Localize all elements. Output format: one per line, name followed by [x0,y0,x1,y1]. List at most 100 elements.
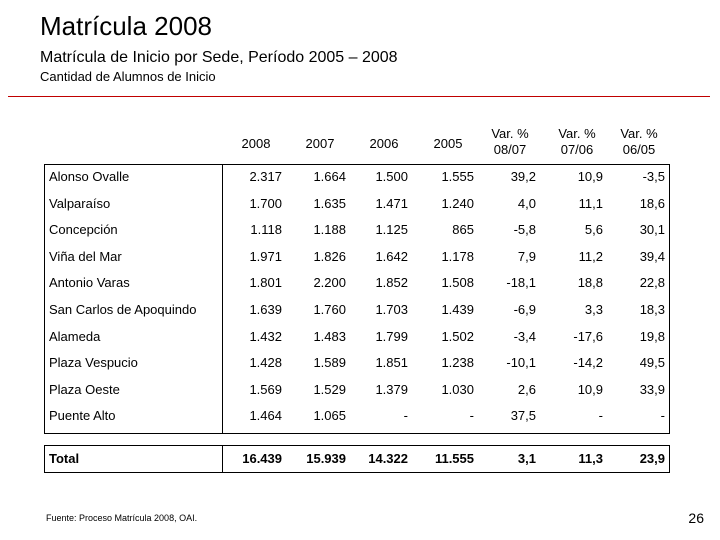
header-var-08-07-line2: 08/07 [493,142,527,157]
header-var-07-06: Var. % 07/06 [545,126,609,158]
table-row: Alameda 1.432 1.483 1.799 1.502 -3,4 -17,6 19,8 [0,324,720,350]
value-2006: 1.852 [375,275,408,291]
table-row: Plaza Oeste 1.569 1.529 1.379 1.030 2,6 10,9 33… [0,377,720,403]
total-var-07-06: 11,3 [578,451,603,466]
var-08-07: 37,5 [510,408,536,424]
value-2006: 1.642 [375,248,408,264]
total-2006: 14.322 [368,451,408,466]
header-var-06-05-line1: Var. % [620,126,658,141]
title-divider [8,96,710,97]
slide-subtitle: Matrícula de Inicio por Sede, Período 20… [40,49,398,66]
table-row: Viña del Mar 1.971 1.826 1.642 1.178 7,9 11,2 3… [0,244,720,270]
var-06-05: - [660,408,665,424]
var-07-06: 11,1 [578,195,603,211]
var-08-07: -10,1 [506,355,536,371]
table-row: Alonso Ovalle 2.317 1.664 1.500 1.555 39,2 10,… [0,164,720,190]
header-var-08-07: Var. % 08/07 [478,126,542,158]
value-2007: 1.589 [313,355,346,371]
var-08-07: 39,2 [510,169,536,184]
var-08-07: -6,9 [513,302,536,317]
value-2008: 1.428 [249,355,282,371]
value-2007: 1.483 [313,328,346,344]
total-name-frame [44,445,224,473]
total-2007: 15.939 [306,451,346,466]
header-var-06-05-line2: 06/05 [622,142,656,157]
value-2008: 1.464 [249,408,282,424]
value-2005: - [469,408,474,424]
value-2005: 1.502 [441,328,474,344]
value-2005: 1.439 [441,302,474,317]
value-2008: 1.700 [249,195,282,211]
value-2005: 1.508 [441,275,474,291]
var-08-07: 2,6 [517,381,536,397]
header-2008: 2008 [241,136,271,151]
var-06-05: 18,3 [639,302,665,317]
value-2008: 2.317 [249,169,282,184]
var-07-06: -17,6 [573,328,603,344]
header-2005: 2005 [433,136,463,151]
source-footnote: Fuente: Proceso Matrícula 2008, OAI. [46,513,198,523]
value-2006: - [403,408,408,424]
value-2005: 1.240 [441,195,474,211]
total-var-06-05: 23,9 [639,451,665,466]
header-var-06-05: Var. % 06/05 [607,126,671,158]
var-08-07: 7,9 [517,248,536,264]
var-06-05: 30,1 [639,222,665,238]
value-2007: 1.760 [313,302,346,317]
value-2008: 1.639 [249,302,282,317]
total-var-08-07: 3,1 [517,451,536,466]
value-2008: 1.801 [249,275,282,291]
var-06-05: 19,8 [639,328,665,344]
var-07-06: - [598,408,603,424]
value-2006: 1.799 [375,328,408,344]
table-row: San Carlos de Apoquindo 1.639 1.760 1.703 1.… [0,297,720,323]
total-row: Total 16.439 15.939 14.322 11.555 3,1 11… [0,446,720,472]
header-2007: 2007 [305,136,335,151]
total-values-frame [222,445,670,473]
value-2006: 1.125 [375,222,408,238]
value-2006: 1.379 [375,381,408,397]
campus-name: Alonso Ovalle [49,169,130,184]
var-08-07: -18,1 [506,275,536,291]
value-2007: 1.635 [313,195,346,211]
campus-name: San Carlos de Apoquindo [49,302,197,317]
value-2007: 1.188 [313,222,346,238]
value-2007: 1.826 [313,248,346,264]
value-2006: 1.500 [375,169,408,184]
var-06-05: 49,5 [639,355,665,371]
value-2006: 1.471 [375,195,408,211]
value-2005: 865 [452,222,474,238]
value-2005: 1.555 [441,169,474,184]
value-2007: 1.529 [313,381,346,397]
var-07-06: 10,9 [577,169,603,184]
value-2008: 1.569 [249,381,282,397]
var-06-05: 39,4 [639,248,665,264]
campus-name: Concepción [49,222,118,238]
var-06-05: 18,6 [639,195,665,211]
var-07-06: 3,3 [584,302,603,317]
var-06-05: 22,8 [639,275,665,291]
total-label: Total [49,451,80,466]
var-08-07: -5,8 [513,222,536,238]
names-frame [44,164,224,434]
value-2008: 1.118 [250,222,282,238]
header-2006: 2006 [369,136,399,151]
var-07-06: 11,2 [578,248,603,264]
var-07-06: -14,2 [573,355,603,371]
slide-title: Matrícula 2008 [40,11,212,41]
campus-name: Plaza Oeste [49,381,120,397]
var-08-07: -3,4 [513,328,536,344]
table-header: 2008 2007 2006 2005 Var. % 08/07 Var. % … [0,118,720,166]
total-2008: 16.439 [242,451,282,466]
value-2006: 1.851 [375,355,408,371]
value-2005: 1.030 [441,381,474,397]
var-07-06: 5,6 [584,222,603,238]
header-var-08-07-line1: Var. % [491,126,529,141]
var-06-05: -3,5 [642,169,665,184]
var-07-06: 18,8 [577,275,603,291]
value-2005: 1.238 [441,355,474,371]
value-2008: 1.432 [249,328,282,344]
values-frame [222,164,670,434]
value-2006: 1.703 [375,302,408,317]
value-2007: 1.664 [313,169,346,184]
